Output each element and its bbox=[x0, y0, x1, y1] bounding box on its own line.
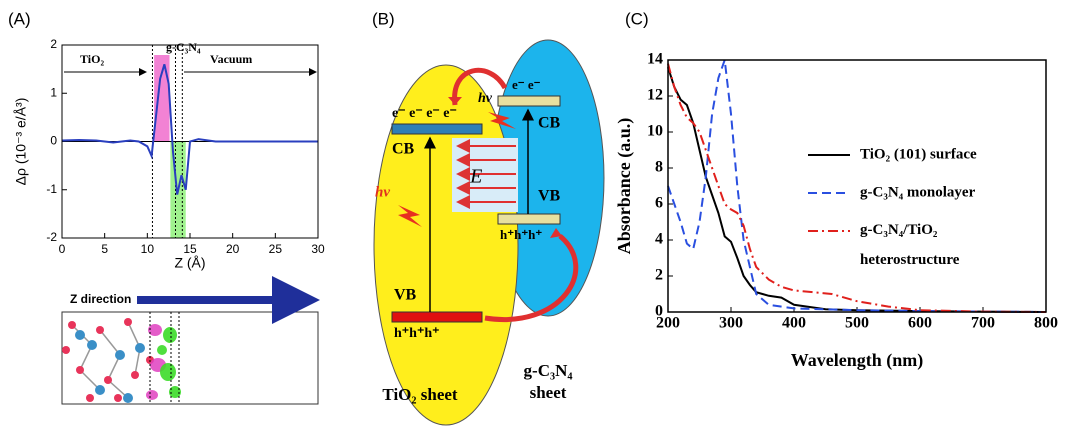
x-axis-label: Z (Å) bbox=[174, 255, 205, 271]
series-line bbox=[667, 59, 1047, 313]
y-tick-label: 0 bbox=[655, 303, 663, 320]
annotation: Vacuum bbox=[210, 52, 252, 66]
x-tick-label: 15 bbox=[183, 242, 197, 256]
x-tick-label: 300 bbox=[719, 315, 743, 332]
y-tick-label: -1 bbox=[46, 182, 57, 196]
series-line bbox=[61, 64, 318, 195]
x-axis-label: Wavelength (nm) bbox=[791, 350, 924, 371]
y-axis-label: Δρ (10⁻³ e/Å³) bbox=[13, 98, 29, 186]
legend-label: g-C₃N₄ monolayer bbox=[860, 184, 976, 200]
band-diagram: e⁻ e⁻ e⁻ e⁻ CB hν VB h⁺h⁺h⁺ TiO₂ sheet E… bbox=[373, 39, 605, 426]
y-axis-label: Absorbance (a.u.) bbox=[614, 118, 635, 255]
legend-label: g-C₃N₄/TiO₂ heterostructure bbox=[860, 222, 960, 268]
x-tick-label: 5 bbox=[101, 242, 108, 256]
plot-frame bbox=[667, 59, 1047, 313]
x-tick-label: 600 bbox=[908, 315, 932, 332]
series-line bbox=[667, 66, 1047, 313]
y-tick-label: 8 bbox=[655, 159, 663, 176]
x-tick-label: 10 bbox=[141, 242, 155, 256]
y-tick-label: 1 bbox=[50, 85, 57, 99]
x-tick-label: 30 bbox=[311, 242, 325, 256]
gcn-hv: hν bbox=[478, 91, 493, 106]
gcn-sheet-label: g-C₃N₄ sheet bbox=[524, 361, 573, 402]
annotation: Z direction bbox=[70, 292, 131, 306]
tio2-hv: hν bbox=[375, 184, 390, 200]
annotation: g-C₃N₄ bbox=[166, 40, 201, 54]
field-label: E⃗ bbox=[469, 166, 498, 188]
x-tick-label: 200 bbox=[656, 315, 680, 332]
tio2-sheet-label: TiO₂ sheet bbox=[382, 385, 457, 404]
y-tick-label: 0 bbox=[50, 134, 57, 148]
x-tick-label: 25 bbox=[269, 242, 283, 256]
gcn-electrons: e⁻ e⁻ bbox=[512, 77, 541, 92]
tio2-cb bbox=[391, 123, 483, 135]
panel-label: (B) bbox=[372, 9, 395, 28]
gcn-holes: h⁺h⁺h⁺ bbox=[500, 227, 542, 242]
y-tick-label: 12 bbox=[647, 87, 663, 104]
region bbox=[154, 55, 170, 142]
y-tick-label: -2 bbox=[46, 230, 57, 244]
tio2-cb-label: CB bbox=[392, 141, 415, 158]
tio2-vb bbox=[391, 311, 483, 323]
x-tick-label: 500 bbox=[845, 315, 869, 332]
x-tick-label: 0 bbox=[59, 242, 66, 256]
annotation: TiO₂ bbox=[80, 52, 104, 66]
panel-label: (A) bbox=[8, 9, 31, 28]
tio2-vb-label: VB bbox=[394, 287, 417, 304]
x-tick-label: 20 bbox=[226, 242, 240, 256]
y-tick-label: 6 bbox=[655, 195, 663, 212]
y-tick-label: 4 bbox=[655, 231, 663, 248]
series-line bbox=[667, 63, 1047, 313]
legend-label: TiO₂ (101) surface bbox=[860, 146, 977, 162]
gcn-vb-label: VB bbox=[538, 188, 561, 205]
gcn-cb-label: CB bbox=[538, 115, 561, 132]
panel-label: (C) bbox=[625, 9, 649, 28]
gcn-cb bbox=[497, 95, 561, 107]
y-tick-label: 2 bbox=[50, 37, 57, 51]
plot-frame bbox=[61, 44, 319, 239]
y-tick-label: 10 bbox=[647, 123, 663, 140]
y-tick-label: 14 bbox=[647, 51, 663, 68]
gcn-vb bbox=[497, 213, 561, 225]
x-tick-label: 800 bbox=[1034, 315, 1058, 332]
tio2-holes: h⁺h⁺h⁺ bbox=[394, 326, 440, 341]
y-tick-label: 2 bbox=[655, 267, 663, 284]
x-tick-label: 400 bbox=[782, 315, 806, 332]
tio2-electrons: e⁻ e⁻ e⁻ e⁻ bbox=[392, 106, 457, 121]
x-tick-label: 700 bbox=[971, 315, 995, 332]
structure bbox=[61, 276, 320, 405]
